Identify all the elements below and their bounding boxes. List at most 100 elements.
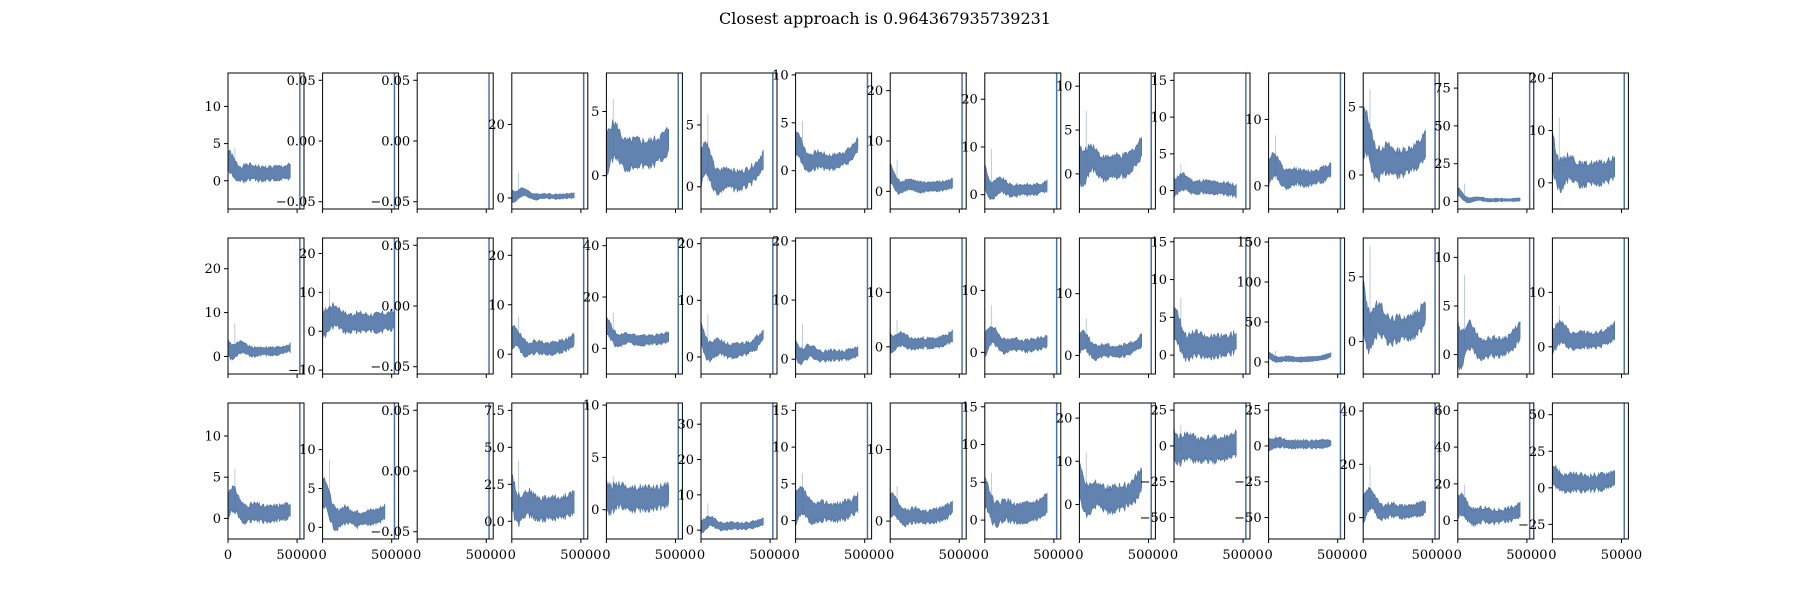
y-tick-label: 0.05: [381, 74, 410, 89]
y-tick-label: −0.05: [370, 195, 410, 210]
y-tick-label: 15: [961, 400, 978, 415]
axes-frame: [700, 72, 778, 210]
y-tick-label: 5.0: [484, 441, 505, 456]
figure-title: Closest approach is 0.964367935739231: [719, 9, 1051, 28]
data-band: [700, 515, 764, 535]
x-tick-label: 50000: [276, 548, 317, 563]
y-tick-label: 0.00: [287, 135, 316, 150]
data-band: [1268, 152, 1332, 191]
y-tick-label: 5: [1159, 311, 1167, 326]
y-tick-label: 0: [497, 191, 505, 206]
data-band: [1362, 106, 1426, 183]
x-tick-label: 0: [1170, 548, 1178, 563]
axes-frame: [1551, 72, 1629, 210]
subplot-3-3: −0.050.000.050 50000: [370, 402, 507, 563]
y-tick-label: 15: [1150, 74, 1167, 89]
y-tick-label: 0: [213, 174, 221, 189]
data-band: [511, 187, 575, 203]
y-tick-label: 20: [772, 234, 789, 249]
y-tick-label: 5: [1159, 147, 1167, 162]
axes-frame: [227, 237, 305, 375]
axes-frame: [1078, 72, 1156, 210]
axes-frame: [1362, 72, 1440, 210]
y-tick-label: 75: [1434, 82, 1451, 97]
data-band: [511, 472, 575, 527]
data-band: [1552, 464, 1615, 495]
y-tick-label: −50: [1140, 511, 1167, 526]
y-tick-label: 0: [1159, 184, 1167, 199]
data-band: [984, 477, 1048, 528]
y-tick-label: 0: [875, 515, 883, 530]
y-tick-label: 20: [867, 84, 884, 99]
x-tick-label: 0: [413, 548, 421, 563]
data-band: [889, 329, 953, 354]
subplot-1-12: 0 10: [1245, 72, 1346, 213]
y-tick-label: 0: [1253, 179, 1261, 194]
y-tick-label: 10: [867, 135, 884, 150]
y-tick-label: 20: [1340, 458, 1357, 473]
subplot-2-14: 0 5 10: [1434, 237, 1535, 378]
axes-frame: [511, 237, 589, 375]
data-band: [795, 130, 859, 174]
y-tick-label: 0: [1537, 176, 1545, 191]
axes-frame: [700, 237, 778, 375]
y-tick-label: 0: [1348, 335, 1356, 350]
subplot-3-1: 0 5 10 0 50000: [204, 402, 318, 563]
subplot-2-7: 0 10 20: [772, 234, 873, 378]
y-tick-label: −10: [288, 364, 315, 379]
y-tick-label: 20: [1056, 412, 1073, 427]
x-tick-label: 0: [791, 548, 799, 563]
y-tick-label: 5: [1064, 124, 1072, 139]
y-tick-label: 0: [1443, 514, 1451, 529]
subplot-1-13: 05: [1348, 72, 1440, 213]
subplot-1-7: 0 5 10: [772, 68, 873, 213]
axes-frame: [795, 72, 873, 210]
y-tick-label: 20: [1529, 72, 1546, 87]
axes-frame: [416, 402, 494, 540]
x-tick-label: 0: [981, 548, 989, 563]
subplot-1-3: −0.05 0.00 0.05: [370, 72, 494, 213]
data-band: [322, 476, 386, 532]
y-tick-label: 10: [1529, 124, 1546, 139]
axes-frame: [795, 402, 873, 540]
y-tick-label: 25: [1529, 445, 1546, 460]
y-tick-label: 15: [1150, 235, 1167, 250]
y-tick-label: 0: [591, 169, 599, 184]
subplot-3-2: 0 5 10 0 50000: [299, 402, 412, 563]
subplot-3-10: 0 10 20 0 50000: [1056, 402, 1169, 563]
y-tick-label: 0: [1253, 356, 1261, 371]
y-tick-label: 0: [875, 340, 883, 355]
x-tick-label: 50000: [371, 548, 412, 563]
axes-frame: [511, 72, 589, 210]
subplot-3-11: −50 −25 0 25 0 50000: [1140, 402, 1264, 563]
y-tick-label: 150: [1237, 236, 1262, 251]
subplot-3-4: 0.0 2.5 5.0 7.5 0 50000: [484, 402, 602, 563]
y-tick-label: 0.05: [381, 404, 410, 419]
axes-frame: [416, 72, 494, 210]
x-tick-label: 0: [602, 548, 610, 563]
subplot-3-12: −50 −25 0 25 0 50000: [1234, 402, 1358, 563]
y-tick-label: 10: [1056, 455, 1073, 470]
y-tick-label: 0: [686, 524, 694, 539]
x-tick-label: 50000: [1033, 548, 1074, 563]
y-tick-label: 5: [307, 482, 315, 497]
x-tick-label: 0: [1359, 548, 1367, 563]
y-tick-label: 5: [1348, 270, 1356, 285]
data-band: [889, 163, 953, 195]
y-tick-label: 0: [686, 351, 694, 366]
subplot-1-2: −0.05 0.00 0.05: [276, 72, 400, 213]
y-tick-label: 10: [961, 140, 978, 155]
y-tick-label: 40: [583, 239, 600, 254]
subplot-3-6: 0 10 20 30 0 50000: [677, 402, 791, 563]
y-tick-label: 0: [875, 185, 883, 200]
y-tick-label: 0.00: [381, 135, 410, 150]
y-tick-label: 5: [591, 105, 599, 120]
y-tick-label: 0: [497, 348, 505, 363]
data-band: [227, 484, 291, 526]
axes-frame: [605, 402, 683, 540]
x-tick-label: 50000: [844, 548, 885, 563]
y-tick-label: 2.5: [484, 478, 505, 493]
data-band: [1552, 131, 1615, 194]
y-tick-label: −0.05: [276, 195, 316, 210]
